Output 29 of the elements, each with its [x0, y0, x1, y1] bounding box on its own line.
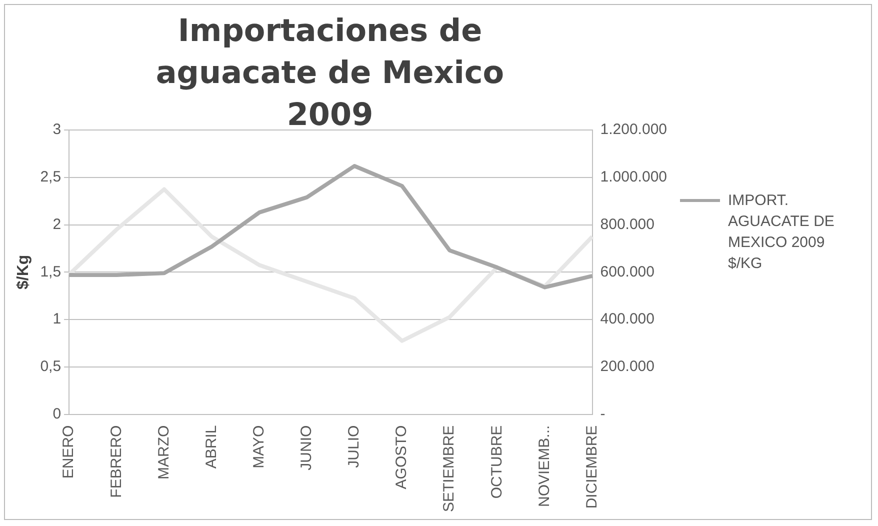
- x-tick-label: JUNIO: [298, 425, 316, 470]
- x-tick-label: MARZO: [155, 425, 172, 480]
- x-tick-label: ABRIL: [202, 425, 220, 469]
- y2-tick-label: 1.000.000: [600, 168, 668, 186]
- x-tick-label: ENERO: [60, 425, 78, 479]
- chart-title: Importaciones de aguacate de Mexico 2009: [154, 12, 506, 135]
- legend-label: IMPORT. AGUACATE DE MEXICO 2009 $/KG: [728, 191, 836, 274]
- x-tick-label: AGOSTO: [393, 425, 410, 490]
- y2-tick-label: 400.000: [600, 310, 655, 328]
- y2-tick-label: 800.000: [600, 216, 655, 233]
- y2-tick-label: 1.200.000: [600, 121, 668, 138]
- y2-tick-label: 200.000: [600, 358, 655, 376]
- y-tick-label: 0,5: [40, 358, 62, 376]
- x-tick-label: DICIEMBRE: [583, 425, 600, 509]
- y-tick-label: 2: [52, 216, 62, 233]
- y-tick-label: 0: [52, 405, 62, 422]
- y-axis-title: $/Kg: [15, 254, 32, 290]
- x-tick-label: NOVIEMB...: [536, 425, 553, 508]
- y-tick-label: 3: [52, 121, 62, 138]
- x-tick-label: MAYO: [250, 425, 268, 468]
- x-tick-label: OCTUBRE: [488, 425, 506, 499]
- x-tick-label: SETIEMBRE: [440, 425, 458, 512]
- y-tick-label: 1,5: [40, 263, 62, 280]
- y2-tick-label: 600.000: [600, 263, 655, 280]
- x-tick-label: JULIO: [346, 425, 363, 468]
- x-tick-label: FEBRERO: [108, 425, 125, 498]
- y-tick-label: 1: [52, 310, 62, 328]
- y-tick-label: 2,5: [40, 168, 62, 186]
- y2-tick-label: -: [600, 405, 606, 422]
